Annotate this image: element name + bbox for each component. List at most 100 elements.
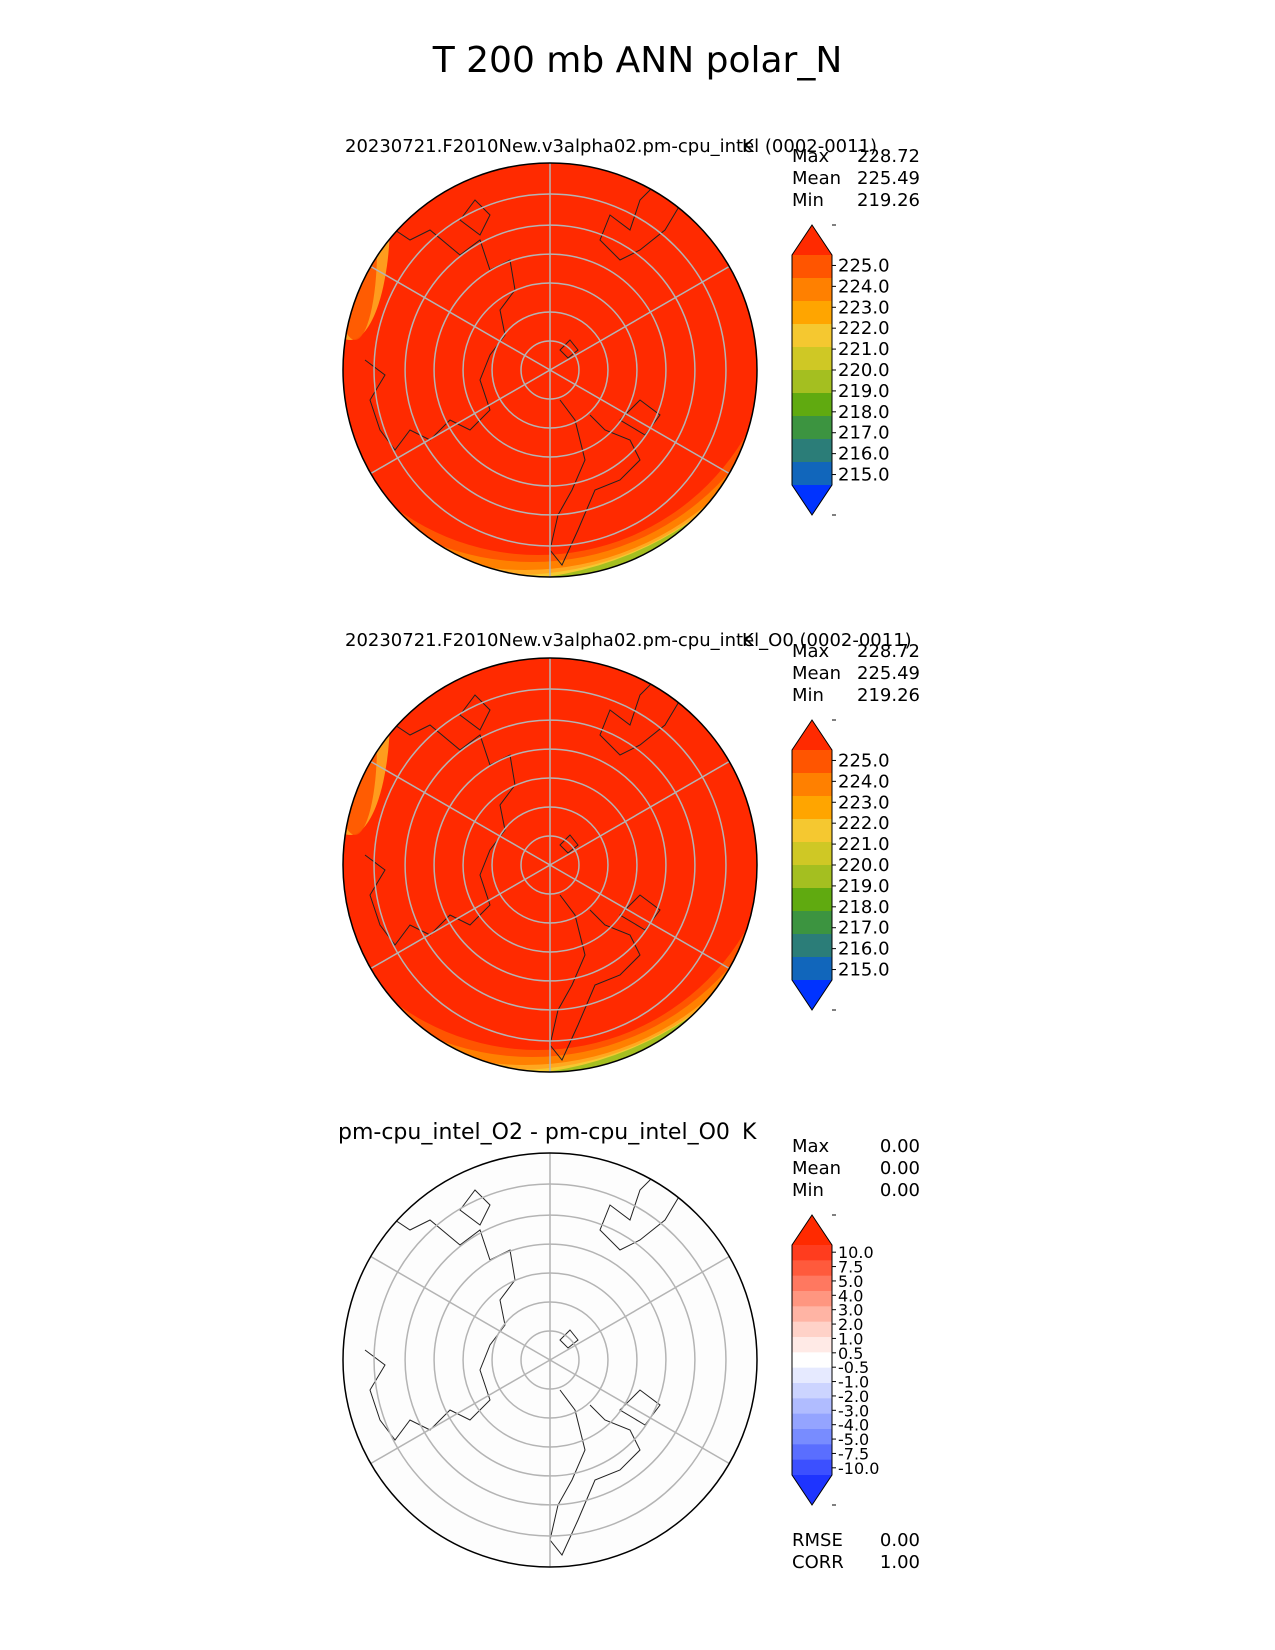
panel-1-colorbar: 225.0224.0223.0222.0221.0220.0219.0218.0… [791, 224, 890, 516]
colorbar-segment [792, 1337, 832, 1353]
panel-1-title: 20230721.F2010New.v3alpha02.pm-cpu_intel… [345, 136, 878, 157]
meridian-line [549, 760, 730, 866]
panel-2-stats: Max 228.72 Mean 225.49 Min 219.26 [792, 641, 920, 707]
colorbar-tick-label: 220.0 [838, 360, 890, 381]
meridian-line [370, 265, 551, 371]
colorbar-tick-label: 10.0 [838, 1243, 874, 1262]
coastline [599, 674, 681, 756]
stat-min: Min 219.26 [792, 190, 920, 211]
colorbar-tick-label: 225.0 [838, 750, 890, 771]
colorbar-tick-label: 217.0 [838, 918, 890, 939]
coastline [619, 894, 661, 931]
colorbar-extend-bottom [792, 980, 832, 1010]
colorbar-segment [792, 1383, 832, 1399]
panel-3-units: K [742, 1120, 757, 1145]
colorbar-segment [792, 1413, 832, 1430]
stat-max: Max 228.72 [792, 641, 920, 662]
colorbar-tick-label: 224.0 [838, 771, 890, 792]
stat-mean: Mean 225.49 [792, 168, 920, 189]
coastline [459, 199, 491, 236]
stat-mean: Mean 0.00 [792, 1158, 920, 1179]
colorbar-segment [792, 370, 832, 394]
colorbar-segment [792, 934, 832, 958]
coastline [364, 1209, 516, 1441]
colorbar-segment [792, 1321, 832, 1338]
coastline [619, 399, 661, 436]
graticule [370, 1153, 730, 1567]
colorbar-segment [792, 888, 832, 912]
colorbar-tick-label: 3.0 [838, 1301, 863, 1320]
panel-2-polar-map [342, 657, 758, 1073]
coastline [559, 834, 579, 854]
colorbar-tick-label: -2.0 [838, 1387, 869, 1406]
colorbar-segment [792, 819, 832, 843]
coastline [559, 1329, 579, 1349]
meridian-line [549, 265, 730, 371]
graticule [370, 163, 730, 577]
colorbar-segment [792, 1444, 832, 1461]
colorbar-segment [792, 1352, 832, 1369]
panel-1-units: K [742, 136, 754, 157]
meridian-line [370, 760, 551, 866]
colorbar-segment [792, 255, 832, 279]
colorbar-tick-label: 221.0 [838, 834, 890, 855]
colorbar-segment [792, 796, 832, 820]
colorbar-segment [792, 301, 832, 325]
colorbar-tick-label: 220.0 [838, 855, 890, 876]
colorbar-extend-top [792, 1215, 832, 1245]
colorbar-tick-label: 2.0 [838, 1315, 863, 1334]
colorbar-tick-label: -5.0 [838, 1430, 869, 1449]
colorbar-segment [792, 439, 832, 463]
colorbar-tick-label: -1.0 [838, 1373, 869, 1392]
colorbar-tick-label: 222.0 [838, 813, 890, 834]
colorbar-tick-label: 224.0 [838, 276, 890, 297]
colorbar-segment [792, 462, 832, 486]
colorbar-tick-label: 219.0 [838, 381, 890, 402]
colorbar-segment [792, 324, 832, 348]
panel-3-error-stats: RMSE 0.00 CORR 1.00 [792, 1530, 920, 1574]
map-boundary [342, 162, 758, 578]
panel-1-stats: Max 228.72 Mean 225.49 Min 219.26 [792, 146, 920, 212]
colorbar-segment [792, 865, 832, 889]
map-field [343, 658, 757, 1072]
colorbar-tick-label: 215.0 [838, 960, 890, 981]
colorbar-segment [792, 393, 832, 417]
coastline [549, 1389, 641, 1556]
colorbar-segment [792, 842, 832, 866]
panel-2-title: 20230721.F2010New.v3alpha02.pm-cpu_intel… [345, 630, 912, 651]
meridian-line [370, 1255, 551, 1361]
colorbar-segment [792, 1291, 832, 1307]
colorbar-segment [792, 1459, 832, 1476]
stat-rmse: RMSE 0.00 [792, 1530, 920, 1551]
stat-max: Max 228.72 [792, 146, 920, 167]
colorbar-segment [792, 1260, 832, 1277]
coastline [559, 339, 579, 359]
colorbar-tick-label: 218.0 [838, 402, 890, 423]
stat-mean: Mean 225.49 [792, 663, 920, 684]
colorbar-outline [791, 1214, 833, 1506]
meridian-line [370, 369, 551, 475]
meridian-line [549, 1255, 730, 1361]
colorbar-segment [792, 773, 832, 797]
colorbar-tick-label: 225.0 [838, 255, 890, 276]
colorbar-tick-label: 7.5 [838, 1258, 863, 1277]
colorbar-tick-label: 217.0 [838, 423, 890, 444]
colorbar-segment [792, 1429, 832, 1445]
colorbar-segment [792, 1398, 832, 1415]
colorbar-tick-label: -0.5 [838, 1358, 869, 1377]
colorbar-outline [791, 224, 833, 516]
panel-2-units: K [742, 630, 754, 651]
coastline [599, 179, 681, 261]
stat-corr: CORR 1.00 [792, 1552, 920, 1573]
panel-3-polar-map [342, 1152, 758, 1568]
colorbar-extend-bottom [792, 485, 832, 515]
colorbar-segment [792, 957, 832, 981]
coastline [364, 714, 516, 946]
colorbar-tick-label: -4.0 [838, 1416, 869, 1435]
coastline [549, 894, 641, 1061]
colorbar-tick-label: 215.0 [838, 465, 890, 486]
colorbar-tick-label: 222.0 [838, 318, 890, 339]
colorbar-segment [792, 1275, 832, 1292]
stat-max: Max 0.00 [792, 1136, 920, 1157]
colorbar-extend-top [792, 225, 832, 255]
